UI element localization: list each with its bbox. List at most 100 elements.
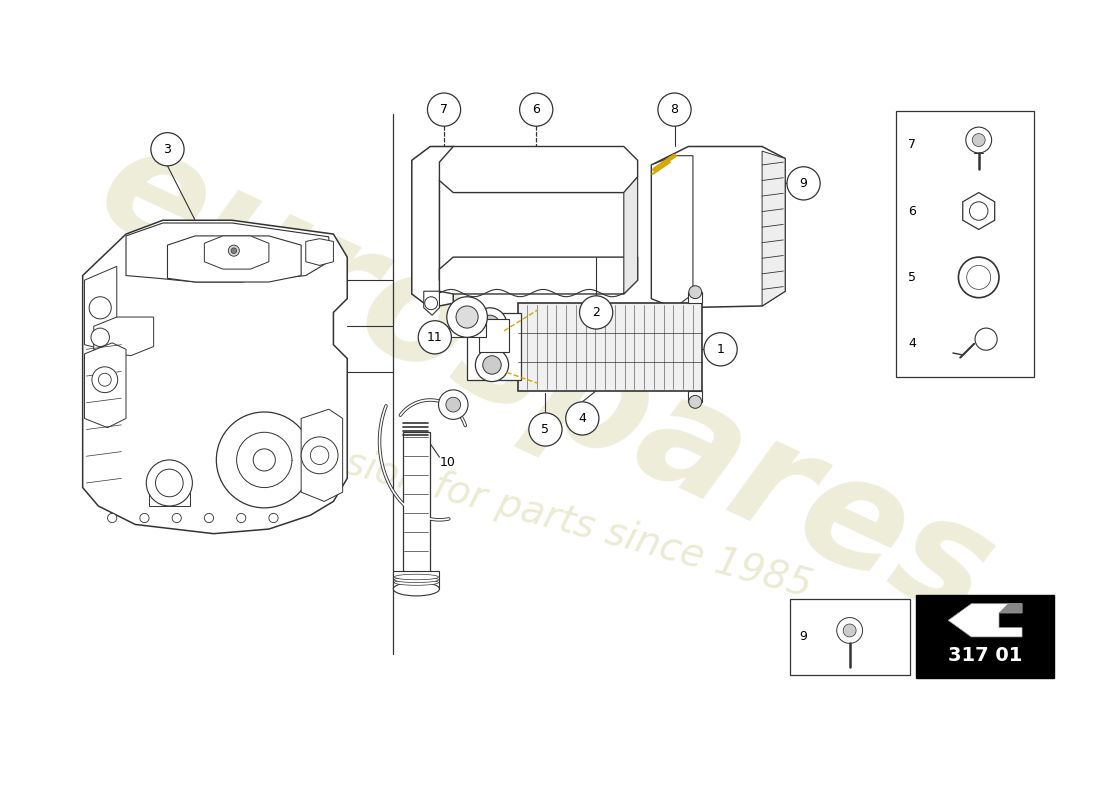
Circle shape <box>689 286 702 298</box>
Circle shape <box>172 514 182 522</box>
Text: 9: 9 <box>800 177 807 190</box>
Polygon shape <box>962 193 994 230</box>
Text: 10: 10 <box>439 456 455 469</box>
Bar <box>689 292 702 303</box>
Circle shape <box>205 514 213 522</box>
Text: 3: 3 <box>164 142 172 156</box>
Bar <box>148 478 189 506</box>
Circle shape <box>229 245 240 256</box>
Polygon shape <box>948 604 1022 637</box>
Bar <box>790 599 910 674</box>
Polygon shape <box>85 266 117 350</box>
Circle shape <box>446 398 461 412</box>
Circle shape <box>456 306 478 328</box>
Circle shape <box>140 514 148 522</box>
Circle shape <box>310 446 329 465</box>
Text: 8: 8 <box>671 103 679 116</box>
Text: 5: 5 <box>909 271 916 284</box>
Polygon shape <box>439 146 638 193</box>
Circle shape <box>519 93 553 126</box>
Bar <box>518 303 702 390</box>
Polygon shape <box>82 220 348 534</box>
Circle shape <box>231 248 236 254</box>
Bar <box>916 595 1054 678</box>
Bar <box>689 390 702 402</box>
Polygon shape <box>205 236 268 269</box>
Circle shape <box>108 514 117 522</box>
Circle shape <box>481 315 499 334</box>
Circle shape <box>473 308 507 341</box>
Circle shape <box>253 449 275 471</box>
Polygon shape <box>762 151 785 306</box>
Circle shape <box>658 93 691 126</box>
Circle shape <box>146 460 192 506</box>
Text: 4: 4 <box>909 338 916 350</box>
Circle shape <box>155 469 184 497</box>
Circle shape <box>217 412 312 508</box>
Text: 1: 1 <box>717 342 725 356</box>
Text: 7: 7 <box>440 103 448 116</box>
Circle shape <box>580 296 613 329</box>
Circle shape <box>91 328 109 346</box>
Polygon shape <box>624 177 638 294</box>
Text: 317 01: 317 01 <box>948 646 1022 665</box>
Polygon shape <box>999 604 1022 613</box>
Circle shape <box>966 127 991 153</box>
Circle shape <box>268 514 278 522</box>
Ellipse shape <box>394 574 439 580</box>
Ellipse shape <box>394 577 439 582</box>
Circle shape <box>958 257 999 298</box>
Polygon shape <box>411 146 453 308</box>
Circle shape <box>844 624 856 637</box>
Polygon shape <box>126 223 329 282</box>
Bar <box>449 315 485 338</box>
Bar <box>394 570 439 589</box>
Circle shape <box>428 93 461 126</box>
Circle shape <box>301 437 338 474</box>
Text: 4: 4 <box>579 412 586 425</box>
Text: 9: 9 <box>800 630 807 643</box>
Circle shape <box>92 367 118 393</box>
Ellipse shape <box>394 580 439 586</box>
Text: 11: 11 <box>427 331 442 344</box>
Circle shape <box>967 266 991 290</box>
Circle shape <box>689 395 702 408</box>
Ellipse shape <box>394 582 439 596</box>
Text: 6: 6 <box>909 205 916 218</box>
Polygon shape <box>439 257 638 294</box>
Text: 2: 2 <box>592 306 601 319</box>
Bar <box>895 111 1034 377</box>
Circle shape <box>529 413 562 446</box>
Circle shape <box>837 618 862 643</box>
Text: 6: 6 <box>532 103 540 116</box>
Text: 5: 5 <box>541 423 549 436</box>
Polygon shape <box>651 146 785 308</box>
Bar <box>403 432 430 575</box>
Circle shape <box>98 374 111 386</box>
Circle shape <box>236 432 292 487</box>
Circle shape <box>439 390 468 419</box>
Circle shape <box>236 514 245 522</box>
Circle shape <box>418 321 451 354</box>
Polygon shape <box>301 410 342 502</box>
Circle shape <box>447 297 487 338</box>
Circle shape <box>425 297 438 310</box>
Polygon shape <box>167 236 301 282</box>
Circle shape <box>972 134 986 146</box>
Polygon shape <box>85 343 126 428</box>
Circle shape <box>704 333 737 366</box>
Circle shape <box>786 166 821 200</box>
Text: 7: 7 <box>909 138 916 151</box>
Circle shape <box>565 402 598 435</box>
Text: eurospares: eurospares <box>76 110 1014 654</box>
Bar <box>480 319 508 352</box>
Circle shape <box>483 356 502 374</box>
Circle shape <box>89 297 111 319</box>
Polygon shape <box>94 317 154 356</box>
Circle shape <box>975 328 998 350</box>
Polygon shape <box>306 238 333 266</box>
Bar <box>468 314 520 380</box>
Polygon shape <box>424 291 439 315</box>
Circle shape <box>151 133 184 166</box>
Text: a passion for parts since 1985: a passion for parts since 1985 <box>239 416 815 605</box>
